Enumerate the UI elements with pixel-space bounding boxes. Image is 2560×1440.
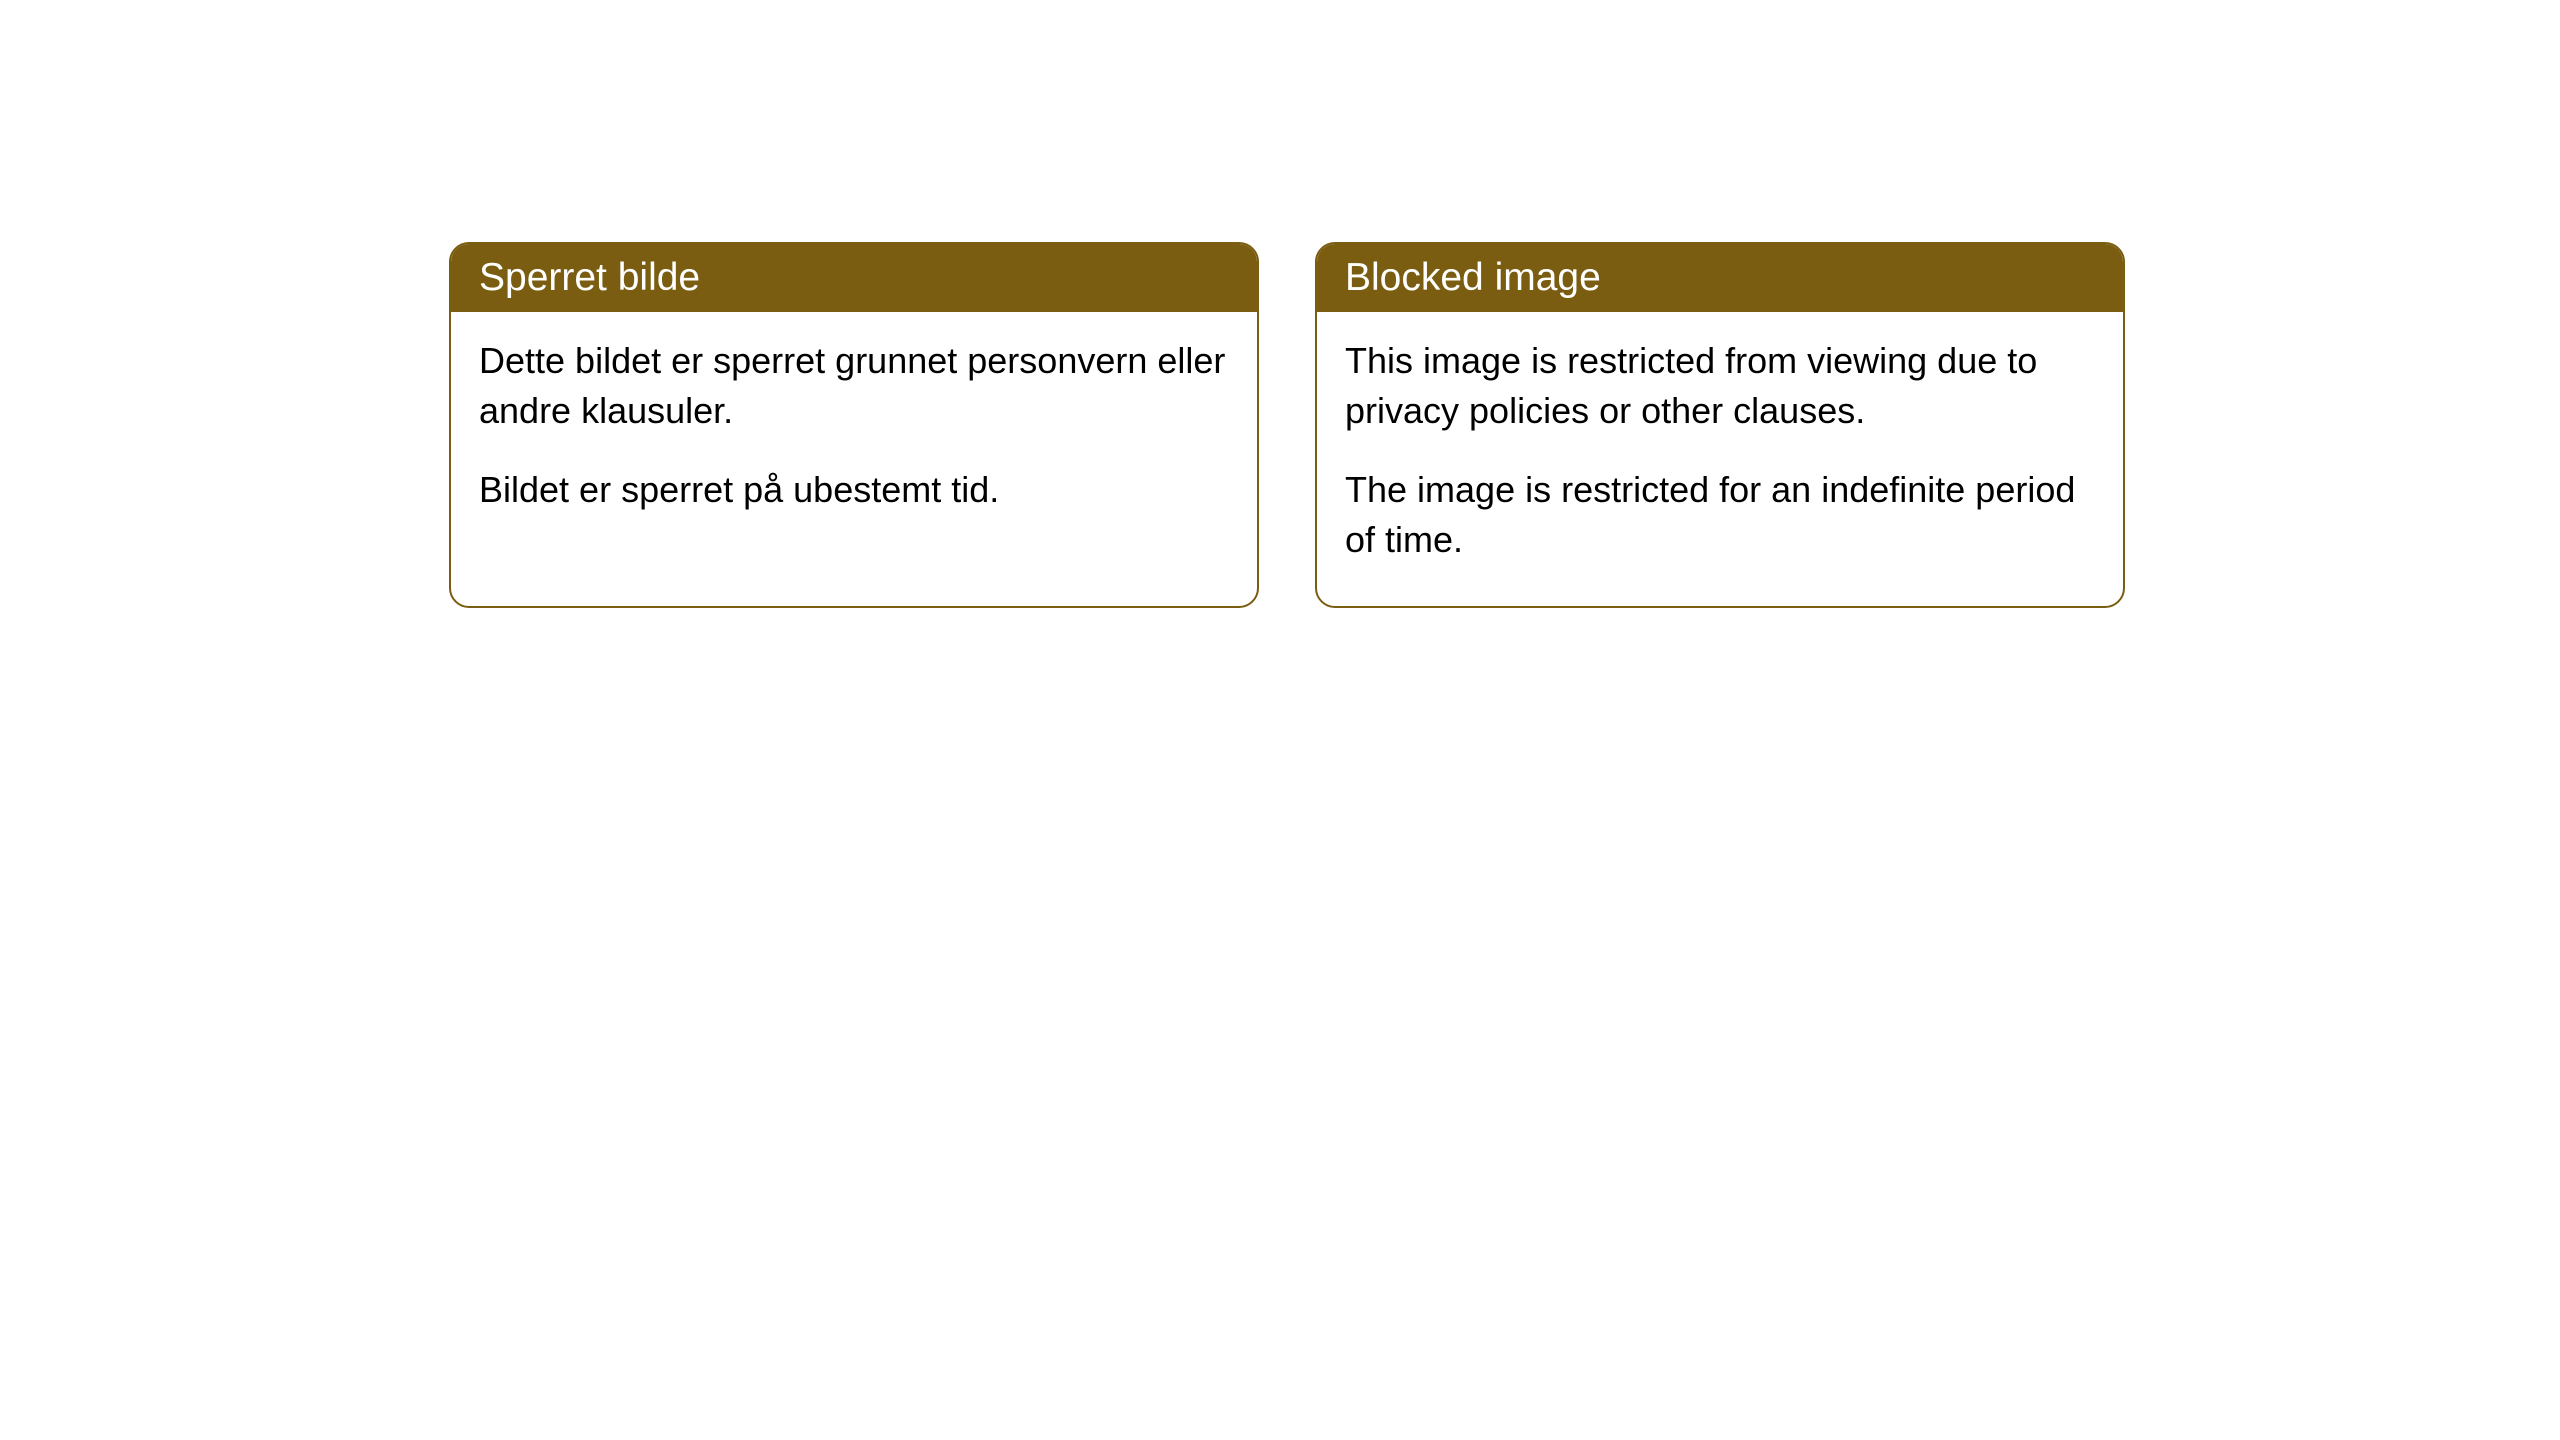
card-header-norwegian: Sperret bilde (451, 244, 1257, 312)
card-paragraph: The image is restricted for an indefinit… (1345, 465, 2095, 566)
card-paragraph: Bildet er sperret på ubestemt tid. (479, 465, 1229, 515)
card-paragraph: This image is restricted from viewing du… (1345, 336, 2095, 437)
notification-cards-container: Sperret bilde Dette bildet er sperret gr… (449, 242, 2125, 608)
card-title: Sperret bilde (479, 256, 700, 299)
card-paragraph: Dette bildet er sperret grunnet personve… (479, 336, 1229, 437)
card-title: Blocked image (1345, 256, 1601, 299)
notification-card-english: Blocked image This image is restricted f… (1315, 242, 2125, 608)
card-body-english: This image is restricted from viewing du… (1317, 312, 2123, 606)
card-body-norwegian: Dette bildet er sperret grunnet personve… (451, 312, 1257, 555)
notification-card-norwegian: Sperret bilde Dette bildet er sperret gr… (449, 242, 1259, 608)
card-header-english: Blocked image (1317, 244, 2123, 312)
